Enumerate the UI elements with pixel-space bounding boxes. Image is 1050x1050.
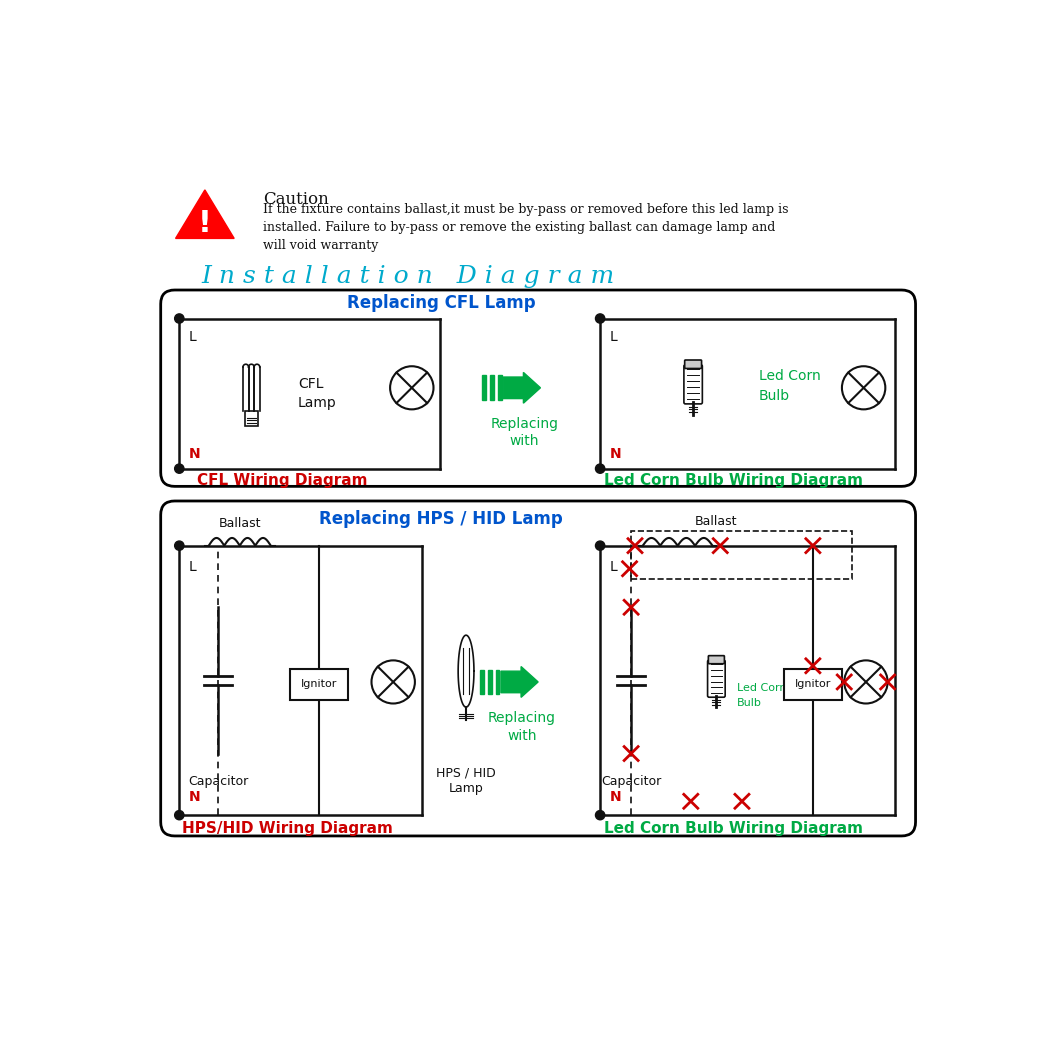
- FancyArrow shape: [503, 373, 541, 403]
- Text: Bulb: Bulb: [737, 698, 762, 709]
- Text: Ballast: Ballast: [695, 516, 737, 528]
- Text: Ignitor: Ignitor: [795, 679, 831, 689]
- Text: !: !: [198, 209, 212, 238]
- Text: Capacitor: Capacitor: [601, 775, 662, 789]
- Text: Replacing
with: Replacing with: [490, 417, 559, 448]
- FancyBboxPatch shape: [290, 669, 349, 699]
- FancyBboxPatch shape: [161, 290, 916, 486]
- FancyBboxPatch shape: [783, 669, 842, 699]
- Text: Capacitor: Capacitor: [188, 775, 248, 789]
- Text: I n s t a l l a t i o n   D i a g r a m: I n s t a l l a t i o n D i a g r a m: [201, 265, 614, 288]
- Text: N: N: [609, 790, 621, 803]
- Text: CFL Wiring Diagram: CFL Wiring Diagram: [197, 472, 368, 487]
- Text: Ignitor: Ignitor: [301, 679, 337, 689]
- Text: CFL: CFL: [298, 377, 323, 391]
- Text: Lamp: Lamp: [448, 782, 483, 795]
- Bar: [480, 670, 484, 694]
- FancyBboxPatch shape: [685, 360, 701, 369]
- Text: Bulb: Bulb: [759, 388, 790, 402]
- FancyBboxPatch shape: [708, 660, 726, 697]
- Polygon shape: [175, 190, 234, 238]
- Text: L: L: [189, 560, 196, 573]
- Circle shape: [174, 541, 184, 550]
- Text: Caution: Caution: [262, 191, 329, 208]
- Text: Replacing HPS / HID Lamp: Replacing HPS / HID Lamp: [319, 509, 563, 528]
- Text: N: N: [609, 447, 621, 461]
- Text: L: L: [609, 330, 617, 344]
- Text: L: L: [609, 560, 617, 573]
- Text: Replacing CFL Lamp: Replacing CFL Lamp: [346, 294, 536, 312]
- Circle shape: [595, 811, 605, 820]
- Circle shape: [595, 464, 605, 474]
- Text: N: N: [189, 790, 201, 803]
- Text: Led Corn Bulb Wiring Diagram: Led Corn Bulb Wiring Diagram: [604, 821, 863, 836]
- Text: Ballast: Ballast: [218, 518, 261, 530]
- FancyBboxPatch shape: [161, 501, 916, 836]
- Bar: [498, 376, 502, 400]
- FancyBboxPatch shape: [709, 655, 724, 664]
- Bar: [482, 376, 486, 400]
- Text: Led Corn: Led Corn: [737, 684, 786, 693]
- Text: HPS/HID Wiring Diagram: HPS/HID Wiring Diagram: [182, 821, 393, 836]
- Circle shape: [174, 464, 184, 474]
- Circle shape: [174, 811, 184, 820]
- Circle shape: [595, 314, 605, 323]
- Bar: [490, 376, 493, 400]
- Text: Lamp: Lamp: [298, 396, 337, 411]
- Text: L: L: [189, 330, 196, 344]
- FancyArrow shape: [501, 667, 538, 697]
- Text: N: N: [189, 447, 201, 461]
- Circle shape: [595, 541, 605, 550]
- Text: If the fixture contains ballast,it must be by-pass or removed before this led la: If the fixture contains ballast,it must …: [262, 203, 789, 252]
- Text: HPS / HID: HPS / HID: [436, 766, 496, 780]
- Text: Led Corn: Led Corn: [759, 370, 821, 383]
- Text: Replacing
with: Replacing with: [488, 711, 555, 742]
- Text: Led Corn Bulb Wiring Diagram: Led Corn Bulb Wiring Diagram: [604, 472, 863, 487]
- Circle shape: [174, 314, 184, 323]
- Bar: [245, 411, 257, 426]
- Bar: [488, 670, 491, 694]
- Bar: [496, 670, 500, 694]
- FancyBboxPatch shape: [684, 364, 702, 404]
